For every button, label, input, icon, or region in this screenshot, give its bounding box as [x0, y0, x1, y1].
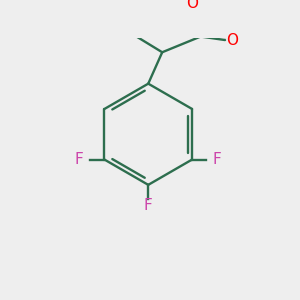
Text: F: F [213, 152, 222, 167]
Text: F: F [75, 152, 83, 167]
Text: F: F [144, 198, 153, 213]
Text: O: O [186, 0, 198, 11]
Text: O: O [226, 32, 238, 47]
